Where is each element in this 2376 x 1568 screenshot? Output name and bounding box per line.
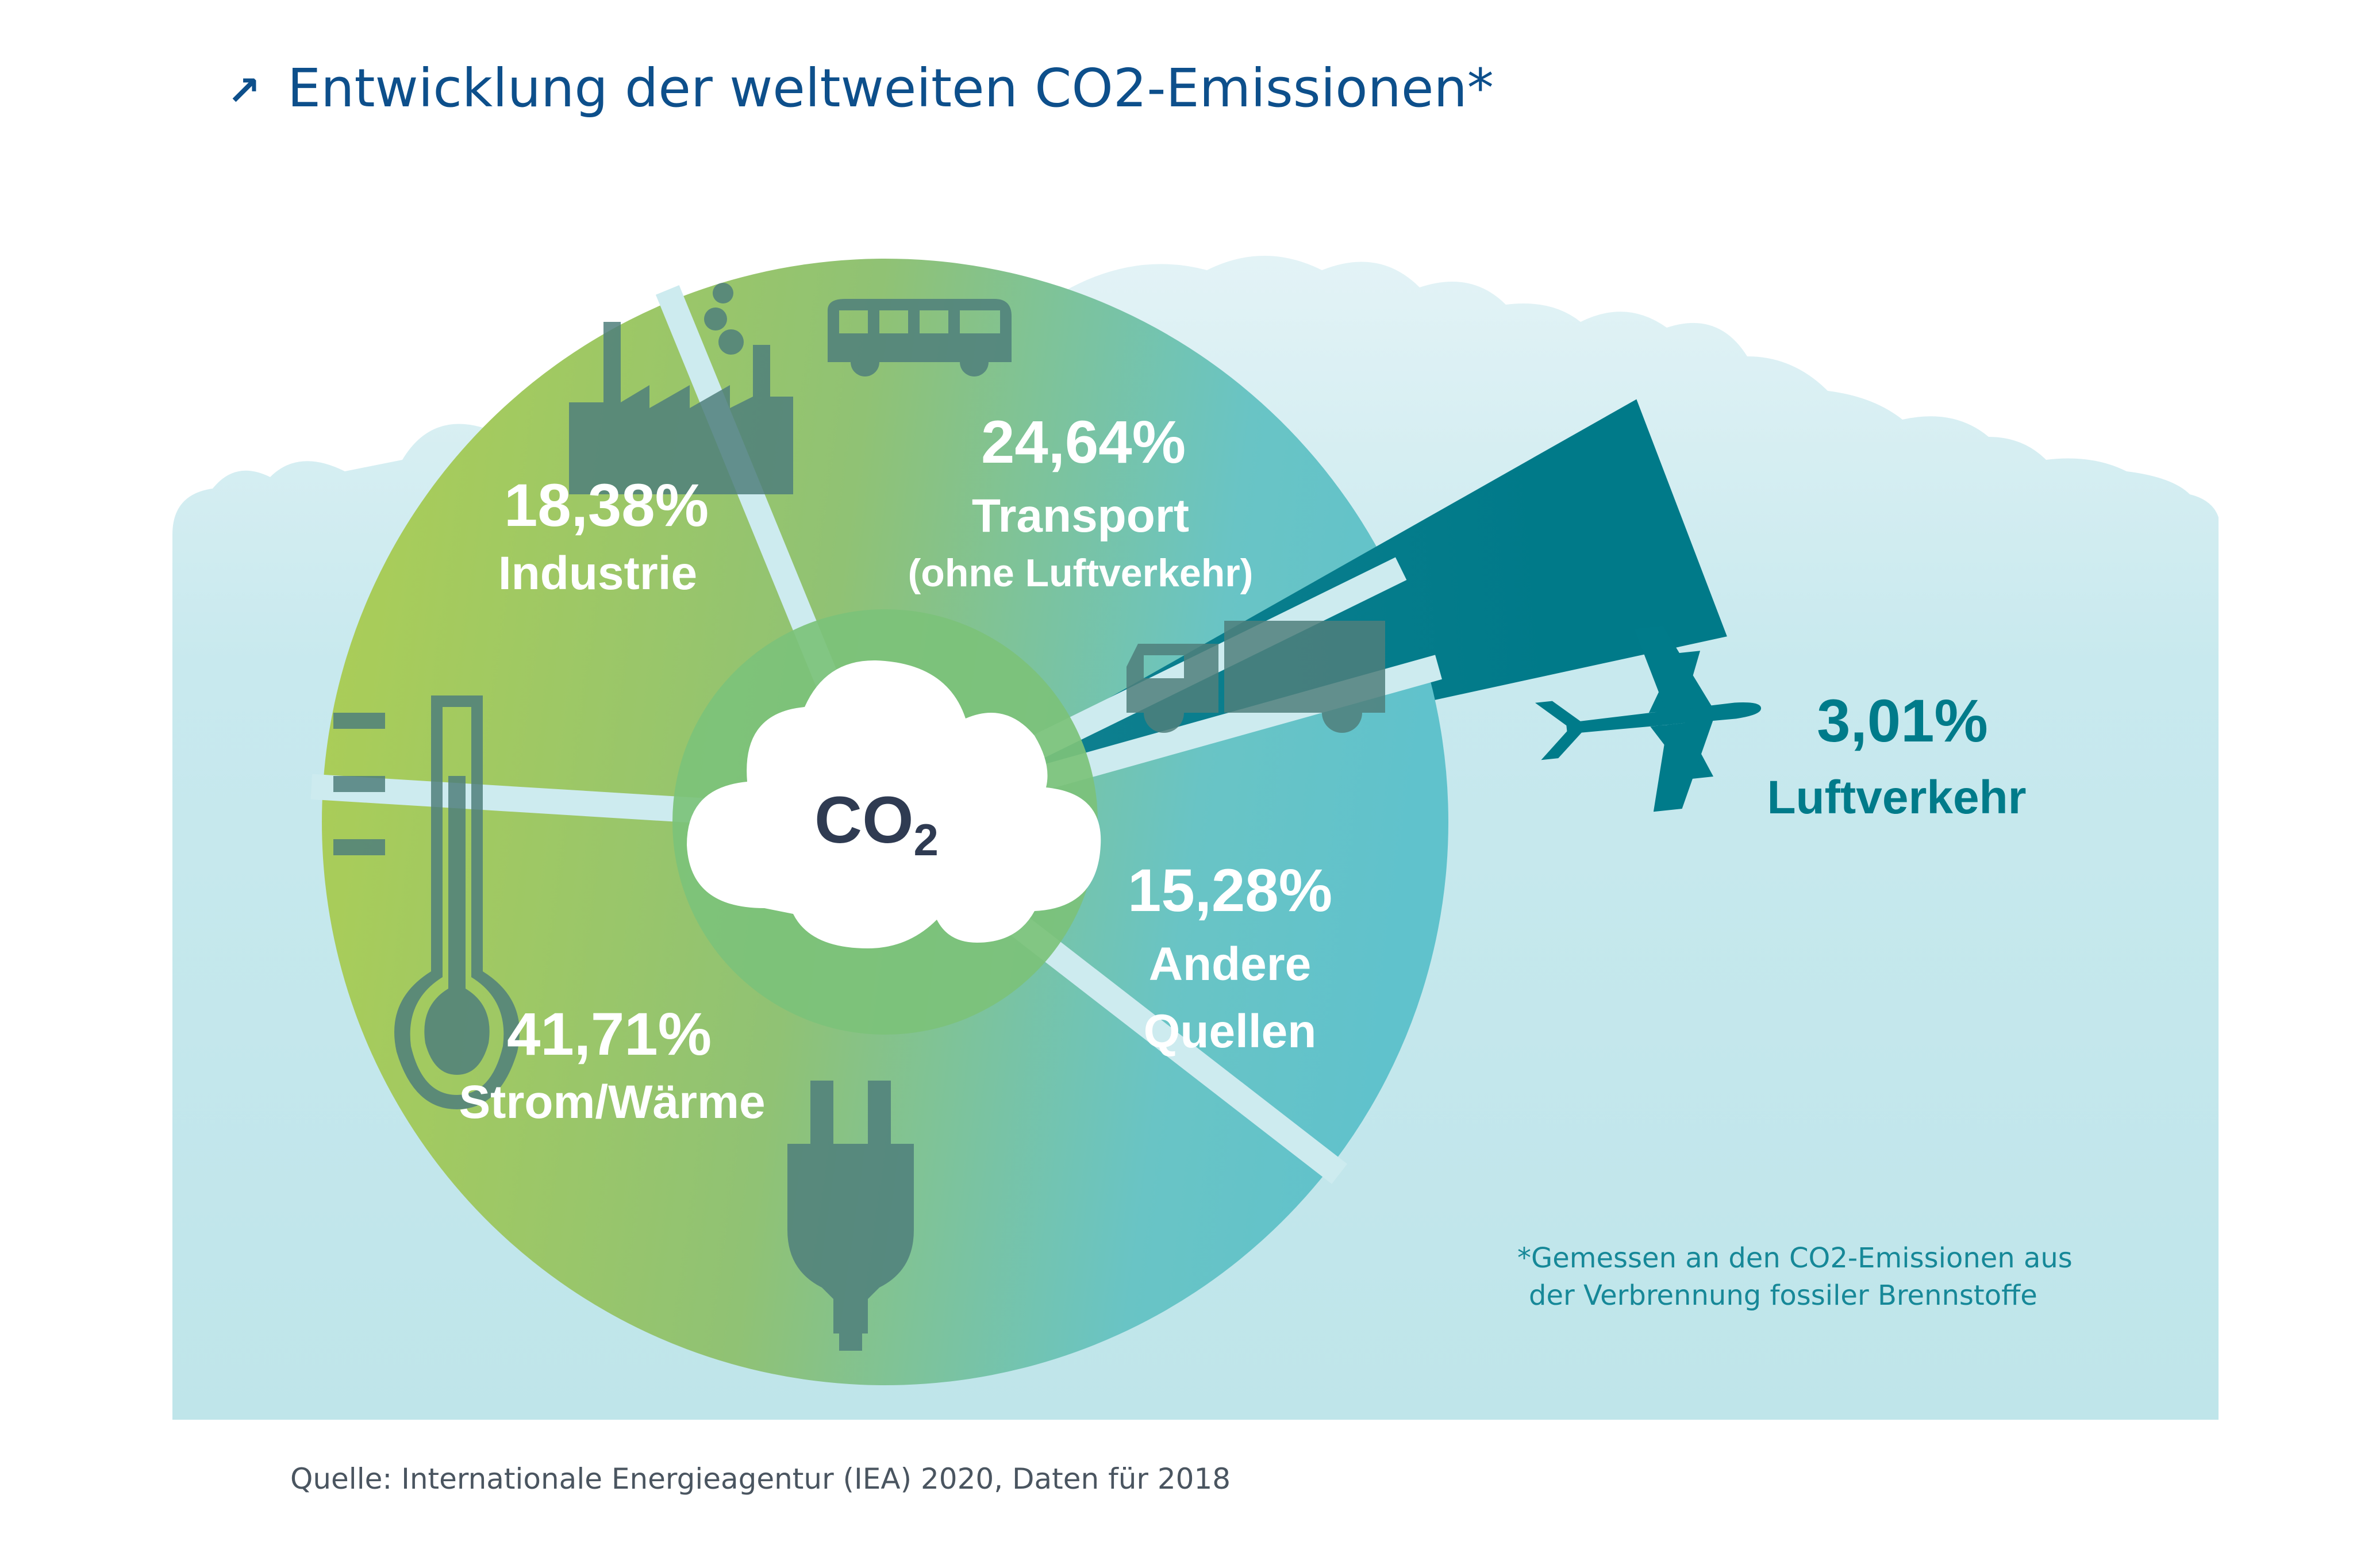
co2-cloud-icon — [687, 660, 1101, 948]
plug-icon — [787, 1081, 914, 1351]
footnote: *Gemessen an den CO2-Emissionen aus der … — [1517, 1242, 2073, 1312]
strom-percent-label: 41,71% — [507, 1001, 712, 1068]
transport-percent-label: 24,64% — [981, 409, 1186, 476]
andere-subtitle-label: Quellen — [1144, 1005, 1317, 1058]
industrie-percent-label: 18,38% — [504, 472, 709, 539]
center-hub: CO2 — [672, 609, 1101, 1035]
trend-arrow-icon: ↗ — [227, 68, 261, 113]
slice-label-strom: 41,71% Strom/Wärme — [459, 1001, 765, 1128]
luftverkehr-name-label: Luftverkehr — [1767, 771, 2026, 824]
andere-name-label: Andere — [1149, 938, 1312, 990]
source-note: Quelle: Internationale Energieagentur (I… — [290, 1462, 1231, 1496]
footnote-line-1: *Gemessen an den CO2-Emissionen aus — [1517, 1242, 2073, 1274]
bus-icon — [828, 299, 1012, 376]
header: ↗ Entwicklung der weltweiten CO2-Emissio… — [227, 57, 1494, 119]
industrie-name-label: Industrie — [498, 547, 697, 599]
transport-subtitle-label: (ohne Luftverkehr) — [908, 551, 1254, 595]
slice-label-luftverkehr: 3,01% Luftverkehr — [1767, 687, 2026, 824]
andere-percent-label: 15,28% — [1128, 857, 1332, 924]
page-title: Entwicklung der weltweiten CO2-Emissione… — [287, 57, 1494, 119]
strom-name-label: Strom/Wärme — [459, 1076, 765, 1128]
slice-label-industrie: 18,38% Industrie — [498, 472, 709, 599]
factory-icon — [569, 322, 793, 494]
footnote-line-2: der Verbrennung fossiler Brennstoffe — [1529, 1279, 2037, 1312]
airplane-icon — [1535, 625, 1762, 812]
factory-smoke-icon — [704, 283, 744, 355]
truck-icon — [1127, 621, 1385, 733]
co2-label: CO2 — [814, 783, 939, 865]
luftverkehr-percent-label: 3,01% — [1817, 687, 1988, 755]
transport-name-label: Transport — [972, 490, 1189, 542]
thermometer-ticks-icon — [333, 713, 385, 855]
slice-label-andere: 15,28% Andere Quellen — [1128, 857, 1332, 1058]
slice-label-transport: 24,64% Transport (ohne Luftverkehr) — [908, 409, 1254, 595]
thermometer-icon — [394, 695, 520, 1109]
